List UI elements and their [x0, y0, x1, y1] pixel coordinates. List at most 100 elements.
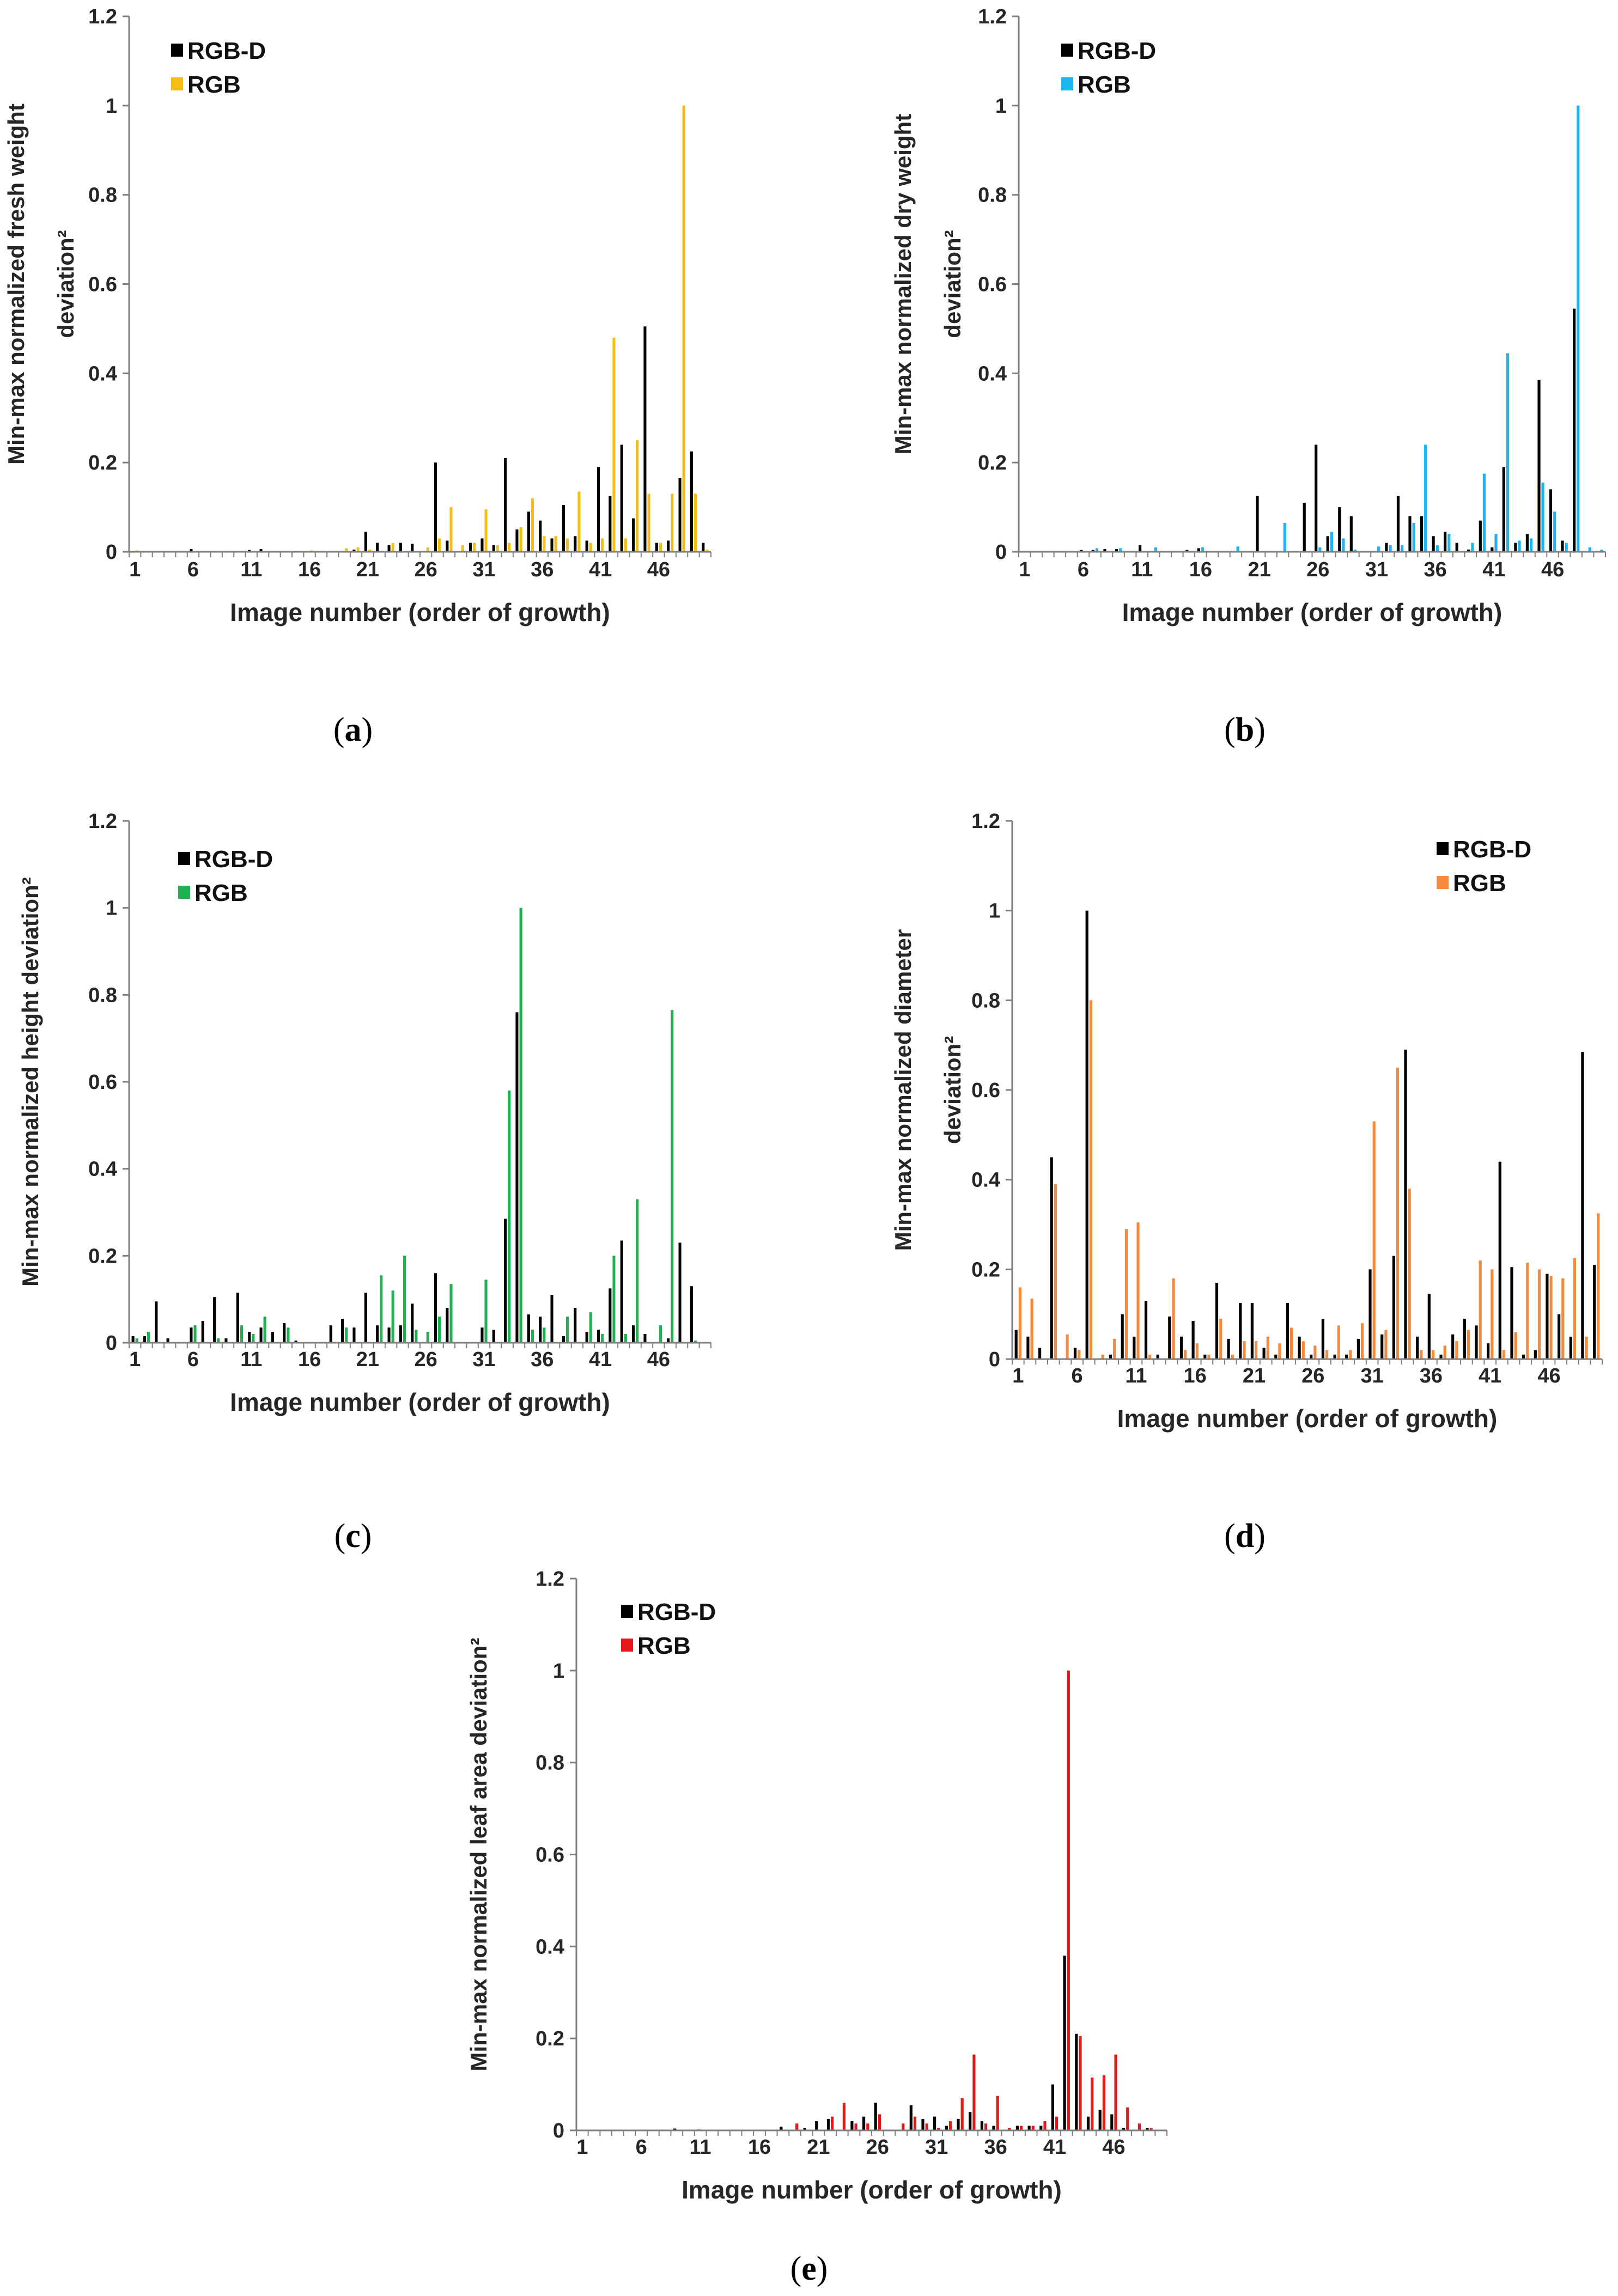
bar-c-rgb-24 — [403, 1256, 406, 1343]
bar-b-rgb-29 — [1353, 549, 1357, 552]
bar-c-rgbd-14 — [283, 1323, 286, 1343]
bar-a-rgbd-28 — [446, 540, 449, 552]
bar-e-rgb-29 — [913, 2116, 917, 2130]
bar-d-rgb-22 — [1266, 1336, 1269, 1359]
bar-e-rgbd-36 — [992, 2126, 995, 2130]
bar-e-rgb-48 — [1138, 2123, 1141, 2130]
bar-c-rgbd-40 — [585, 1332, 588, 1343]
bar-c-rgbd-48 — [678, 1243, 682, 1343]
bar-b-rgbd-6 — [1080, 550, 1083, 552]
y-tick-label-b: 1.2 — [978, 5, 1007, 28]
bar-e-rgbd-30 — [921, 2118, 924, 2130]
panel-caption-d: (d) — [1224, 1518, 1266, 1555]
caption-paren-close: ) — [817, 2250, 828, 2287]
bar-d-rgbd-18 — [1215, 1283, 1219, 1359]
caption-letter: c — [345, 1518, 361, 1555]
x-tick-label-c: 46 — [647, 1348, 670, 1371]
y-tick-label-c: 0.6 — [88, 1071, 117, 1094]
x-tick-label-d: 1 — [1012, 1365, 1024, 1387]
bar-a-rgbd-44 — [632, 518, 635, 552]
panel-caption-a: (a) — [333, 711, 373, 748]
caption-letter: d — [1236, 1518, 1254, 1555]
x-axis-title-b: Image number (order of growth) — [1122, 598, 1503, 626]
bar-b-rgbd-43 — [1514, 543, 1517, 552]
bar-e-rgbd-32 — [945, 2126, 948, 2130]
bars-c — [131, 908, 697, 1343]
bar-c-rgbd-47 — [667, 1338, 670, 1343]
bar-a-rgb-41 — [601, 538, 604, 552]
bar-d-rgbd-33 — [1392, 1256, 1395, 1359]
legend-e: RGB-D RGB — [621, 1599, 716, 1659]
bar-a-rgbd-45 — [643, 326, 647, 552]
bar-a-rgb-46 — [659, 543, 662, 552]
bar-d-rgb-8 — [1101, 1354, 1104, 1359]
bar-e-rgbd-42 — [1063, 1956, 1066, 2130]
bar-c-rgbd-32 — [492, 1330, 495, 1343]
bar-c-rgbd-3 — [155, 1301, 158, 1343]
bar-b-rgb-31 — [1377, 546, 1380, 552]
bar-b-rgb-32 — [1389, 545, 1392, 552]
bar-c-rgbd-43 — [620, 1240, 623, 1343]
bars-a — [131, 105, 709, 552]
x-tick-label-b: 46 — [1541, 558, 1564, 581]
x-tick-label-d: 11 — [1125, 1365, 1147, 1387]
y-tick-label-d: 1 — [989, 900, 1000, 923]
bar-b-rgb-34 — [1412, 522, 1415, 552]
bar-c-rgb-34 — [519, 908, 522, 1343]
bar-b-rgbd-27 — [1326, 536, 1329, 552]
legend-swatch-b — [1061, 44, 1073, 57]
bar-d-rgbd-46 — [1546, 1274, 1549, 1359]
legend-swatch-c — [178, 852, 190, 865]
x-tick-label-a: 11 — [240, 558, 262, 581]
bar-b-rgbd-42 — [1502, 467, 1505, 552]
legend-a: RGB-D RGB — [171, 38, 266, 98]
bar-e-rgb-22 — [831, 2116, 834, 2130]
bar-e-rgb-34 — [972, 2054, 976, 2130]
bar-e-rgb-41 — [1055, 2116, 1059, 2130]
bar-a-rgbd-40 — [585, 540, 588, 552]
bar-d-rgb-30 — [1361, 1323, 1364, 1359]
bar-d-rgb-6 — [1078, 1350, 1081, 1359]
bar-d-rgbd-27 — [1321, 1318, 1324, 1359]
bar-d-rgb-23 — [1278, 1343, 1281, 1359]
bar-e-rgb-32 — [948, 2121, 952, 2130]
bar-b-rgbd-7 — [1091, 550, 1094, 552]
y-tick-label-a: 1 — [106, 95, 117, 118]
y-tick-label-b: 0.4 — [978, 362, 1007, 385]
bar-e-rgb-37 — [1008, 2128, 1011, 2130]
bar-a-rgbd-37 — [550, 538, 553, 552]
bar-d-rgbd-13 — [1156, 1354, 1159, 1359]
bar-a-rgbd-39 — [574, 536, 577, 552]
y-tick-label-d: 0.2 — [971, 1258, 1000, 1281]
panel-caption-e: (e) — [790, 2250, 828, 2287]
x-tick-label-c: 36 — [531, 1348, 553, 1371]
bar-b-rgbd-44 — [1525, 534, 1529, 552]
bar-b-rgb-41 — [1494, 534, 1498, 552]
y-tick-label-a: 0.8 — [88, 184, 117, 207]
bars-e — [579, 1670, 1153, 2131]
y-axis-title-line-b: Min-max normalized dry weight — [890, 114, 916, 454]
bar-e-rgbd-33 — [957, 2118, 960, 2130]
bar-a-rgbd-31 — [480, 538, 484, 552]
bar-a-rgbd-11 — [248, 550, 251, 552]
bar-d-rgb-40 — [1479, 1260, 1482, 1359]
bar-c-rgbd-27 — [434, 1273, 437, 1343]
bar-c-rgbd-42 — [609, 1288, 612, 1343]
legend-swatch-e — [621, 1639, 633, 1652]
caption-paren-open: ( — [790, 2250, 802, 2287]
axes-b: 00.20.40.60.811.21 6 11 16 21 26 31 36 41 46 — [978, 5, 1606, 581]
legend-swatch-b — [1061, 77, 1073, 90]
bar-d-rgb-19 — [1231, 1354, 1234, 1359]
y-tick-label-d: 0.8 — [971, 989, 1000, 1012]
bar-c-rgb-25 — [415, 1330, 418, 1343]
legend-label-c: RGB-D — [194, 846, 273, 873]
bar-c-rgb-8 — [217, 1338, 220, 1343]
x-tick-label-a: 46 — [647, 558, 670, 581]
bar-d-rgbd-2 — [1026, 1336, 1030, 1359]
legend-label-b: RGB-D — [1078, 38, 1156, 64]
bar-e-rgb-24 — [854, 2123, 857, 2130]
x-tick-label-e: 31 — [925, 2136, 948, 2159]
bar-e-rgb-49 — [1149, 2128, 1153, 2130]
bar-d-rgb-37 — [1443, 1345, 1446, 1359]
